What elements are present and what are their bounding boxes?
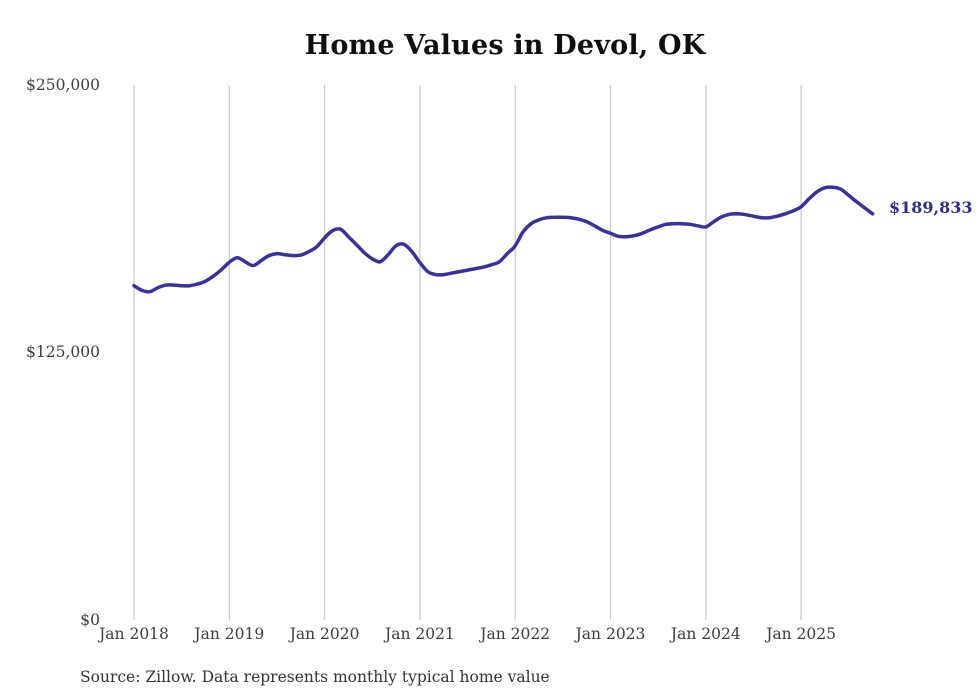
- source-note: Source: Zillow. Data represents monthly …: [80, 668, 550, 686]
- x-tick-label: Jan 2025: [766, 625, 836, 643]
- y-tick-label: $125,000: [26, 343, 100, 361]
- x-tick-label: Jan 2021: [384, 625, 455, 643]
- y-tick-label: $0: [80, 610, 100, 629]
- end-value-label: $189,833: [889, 197, 973, 217]
- x-tick-label: Jan 2019: [194, 625, 265, 643]
- x-tick-label: Jan 2020: [289, 625, 360, 643]
- year-gridlines: [133, 85, 802, 620]
- x-tick-label: Jan 2023: [575, 625, 646, 643]
- x-tick-label: Jan 2024: [670, 625, 741, 643]
- chart-title: Home Values in Devol, OK: [304, 30, 706, 61]
- home-value-line: [132, 185, 875, 294]
- x-tick-label: Jan 2018: [99, 625, 169, 643]
- y-tick-label: $250,000: [26, 75, 100, 94]
- x-tick-label: Jan 2022: [480, 625, 551, 643]
